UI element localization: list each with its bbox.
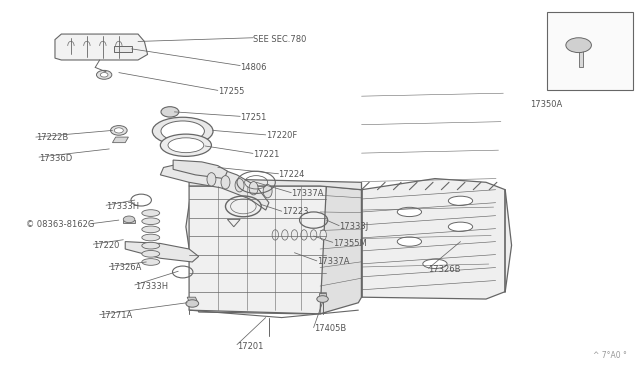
Text: 14806: 14806	[240, 63, 267, 72]
Text: ^ 7°A0 °: ^ 7°A0 °	[593, 351, 627, 360]
Ellipse shape	[142, 242, 160, 249]
Ellipse shape	[207, 173, 216, 186]
Text: 17350A: 17350A	[531, 100, 563, 109]
Ellipse shape	[161, 134, 211, 156]
Ellipse shape	[320, 230, 326, 240]
Text: 17224: 17224	[278, 170, 305, 179]
Text: 17221: 17221	[253, 150, 279, 159]
Ellipse shape	[142, 259, 160, 265]
Polygon shape	[320, 186, 362, 314]
Circle shape	[100, 73, 108, 77]
Ellipse shape	[161, 121, 204, 141]
Polygon shape	[319, 294, 326, 297]
Polygon shape	[113, 137, 129, 142]
Text: 17251: 17251	[240, 113, 266, 122]
Text: 17333H: 17333H	[106, 202, 139, 211]
Polygon shape	[189, 186, 326, 314]
Text: 17336D: 17336D	[39, 154, 72, 163]
Polygon shape	[115, 46, 132, 52]
Ellipse shape	[423, 259, 447, 269]
Text: 17326B: 17326B	[429, 265, 461, 274]
Polygon shape	[186, 182, 333, 314]
Circle shape	[124, 216, 135, 223]
Polygon shape	[189, 179, 362, 190]
Ellipse shape	[152, 117, 213, 145]
Text: 17220: 17220	[93, 241, 120, 250]
Ellipse shape	[249, 182, 258, 195]
Ellipse shape	[142, 210, 160, 217]
Circle shape	[566, 38, 591, 52]
Circle shape	[186, 300, 198, 307]
Text: 17355M: 17355M	[333, 239, 367, 248]
Text: 17326A: 17326A	[109, 263, 141, 272]
Polygon shape	[579, 47, 583, 67]
Ellipse shape	[310, 230, 317, 240]
Ellipse shape	[142, 226, 160, 233]
Ellipse shape	[449, 196, 472, 205]
Circle shape	[115, 128, 124, 133]
Polygon shape	[124, 221, 135, 223]
Text: 17220F: 17220F	[266, 131, 297, 141]
Text: 17333J: 17333J	[339, 222, 369, 231]
Text: 17337A: 17337A	[291, 189, 324, 198]
Ellipse shape	[397, 207, 422, 217]
Polygon shape	[55, 34, 148, 60]
Ellipse shape	[142, 234, 160, 241]
Circle shape	[97, 70, 112, 79]
Ellipse shape	[397, 237, 422, 246]
Polygon shape	[173, 160, 227, 179]
Ellipse shape	[272, 230, 278, 240]
Text: © 08363-8162G: © 08363-8162G	[26, 221, 95, 230]
Ellipse shape	[301, 230, 307, 240]
Bar	[547, 12, 633, 90]
Ellipse shape	[142, 250, 160, 257]
Polygon shape	[125, 241, 198, 262]
Circle shape	[161, 107, 179, 117]
Ellipse shape	[235, 179, 244, 192]
Text: 17222B: 17222B	[36, 133, 68, 142]
Text: 17255: 17255	[218, 87, 244, 96]
Text: 17333H: 17333H	[135, 282, 168, 291]
Polygon shape	[187, 297, 197, 302]
Ellipse shape	[449, 222, 472, 231]
Text: 17271A: 17271A	[100, 311, 132, 320]
Polygon shape	[161, 164, 269, 210]
Text: SEE SEC.780: SEE SEC.780	[253, 35, 307, 44]
Ellipse shape	[142, 218, 160, 225]
Ellipse shape	[282, 230, 288, 240]
Ellipse shape	[291, 230, 298, 240]
Text: 17337A: 17337A	[317, 257, 349, 266]
Polygon shape	[362, 179, 511, 299]
Text: 17201: 17201	[237, 341, 263, 350]
Text: 17405B: 17405B	[314, 324, 346, 333]
Ellipse shape	[221, 176, 230, 189]
Ellipse shape	[263, 185, 272, 198]
Ellipse shape	[168, 138, 204, 153]
Text: 17223: 17223	[282, 208, 308, 217]
Circle shape	[317, 296, 328, 302]
Circle shape	[111, 126, 127, 135]
